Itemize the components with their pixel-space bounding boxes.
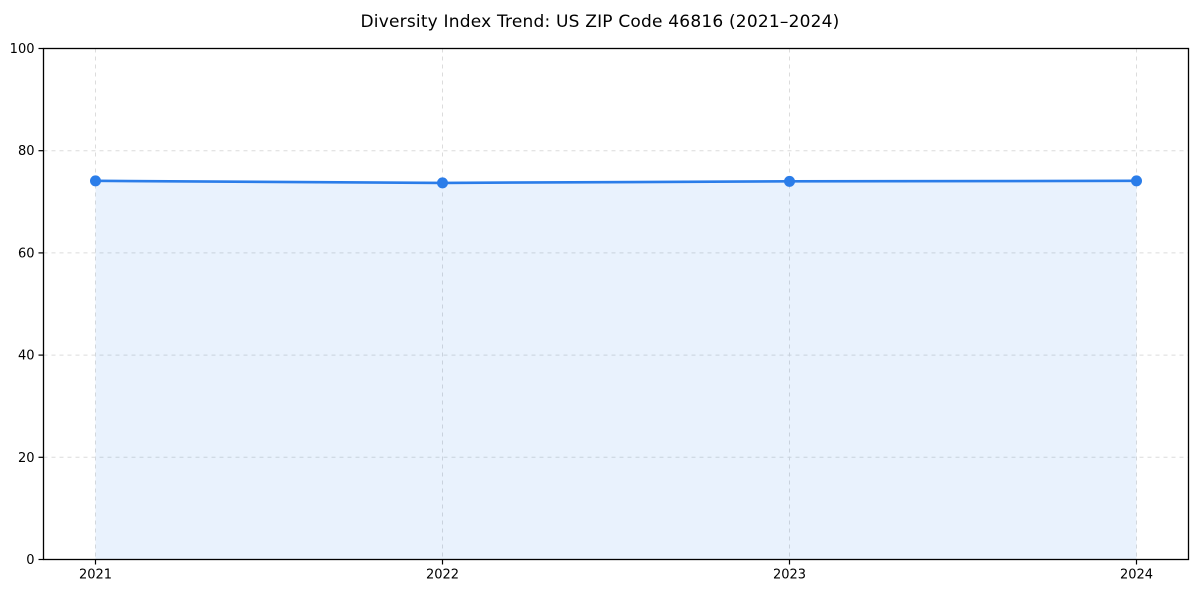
y-tick-label-40: 40 bbox=[18, 349, 35, 364]
data-point-2024 bbox=[1131, 175, 1142, 187]
y-tick-label-60: 60 bbox=[18, 246, 35, 261]
y-tick-label-80: 80 bbox=[18, 144, 35, 159]
y-tick-label-20: 20 bbox=[18, 451, 35, 466]
x-tick-label-2022: 2022 bbox=[426, 568, 459, 583]
x-tick-label-2021: 2021 bbox=[79, 568, 112, 583]
y-tick-label-0: 0 bbox=[26, 553, 34, 568]
data-point-2023 bbox=[784, 175, 795, 187]
data-point-2022 bbox=[437, 177, 448, 189]
plot-frame bbox=[42, 47, 1190, 561]
x-tick-label-2024: 2024 bbox=[1120, 568, 1153, 583]
y-tick-label-100: 100 bbox=[10, 42, 35, 57]
chart-title: Diversity Index Trend: US ZIP Code 46816… bbox=[360, 12, 840, 32]
data-point-2021 bbox=[90, 175, 101, 187]
x-tick-label-2023: 2023 bbox=[773, 568, 806, 583]
trend-line bbox=[94, 179, 1138, 185]
area-fill bbox=[95, 180, 1137, 560]
